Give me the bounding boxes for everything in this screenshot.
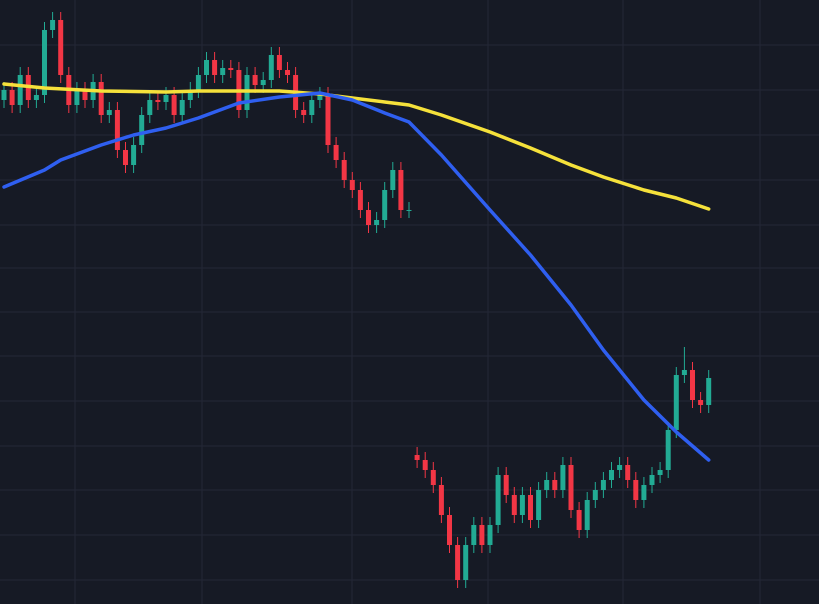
candle-body bbox=[139, 115, 145, 145]
moving-average-line bbox=[2, 91, 711, 462]
candle-body bbox=[576, 510, 582, 530]
candle-body bbox=[649, 475, 655, 485]
plot bbox=[1, 12, 712, 588]
candle-body bbox=[455, 545, 461, 580]
candle-body bbox=[681, 370, 687, 375]
candle-body bbox=[106, 110, 112, 115]
candle-body bbox=[195, 75, 201, 90]
candle-body bbox=[641, 485, 647, 500]
candle-body bbox=[42, 30, 47, 95]
candle-body bbox=[471, 525, 477, 545]
candle-body bbox=[276, 55, 282, 70]
candle-body bbox=[228, 68, 234, 70]
candle-body bbox=[317, 95, 323, 100]
candle-body bbox=[204, 60, 209, 75]
candle-body bbox=[398, 170, 404, 210]
candle-body bbox=[220, 68, 226, 75]
candle-body bbox=[568, 465, 574, 510]
candle-body bbox=[690, 370, 695, 400]
candle-body bbox=[74, 90, 80, 105]
candle-body bbox=[625, 465, 631, 480]
moving-average-line bbox=[2, 82, 711, 211]
candle-body bbox=[341, 160, 347, 180]
candle-body bbox=[309, 100, 315, 115]
candle-body bbox=[357, 190, 363, 210]
candle-body bbox=[430, 470, 436, 485]
candle-body bbox=[447, 515, 452, 545]
candle-body bbox=[544, 480, 550, 490]
candle-body bbox=[17, 75, 23, 105]
candle-body bbox=[463, 545, 469, 580]
candle-body bbox=[503, 475, 509, 495]
candle-body bbox=[33, 95, 39, 100]
candle-body bbox=[584, 500, 590, 530]
candle-body bbox=[657, 470, 663, 475]
candle-body bbox=[528, 495, 533, 520]
candle-body bbox=[519, 495, 525, 515]
candle-body bbox=[163, 95, 169, 102]
candle-body bbox=[333, 145, 339, 160]
candle-body bbox=[600, 480, 606, 490]
candle-body bbox=[58, 20, 64, 75]
candle-body bbox=[479, 525, 485, 545]
candle-body bbox=[366, 210, 371, 225]
candle-body bbox=[114, 110, 120, 150]
candle-body bbox=[1, 90, 7, 100]
candle-body bbox=[374, 220, 380, 225]
candle-body bbox=[382, 190, 388, 220]
candle-body bbox=[187, 90, 193, 100]
candle-body bbox=[536, 490, 542, 520]
candle-body bbox=[131, 145, 137, 165]
candle-body bbox=[414, 455, 420, 460]
candle-body bbox=[50, 20, 56, 30]
candle-body bbox=[123, 150, 128, 165]
candle-body bbox=[268, 55, 274, 80]
candle-body bbox=[260, 80, 266, 85]
candle-body bbox=[301, 110, 307, 115]
candle-body bbox=[617, 465, 623, 470]
candle-body bbox=[98, 82, 104, 115]
candle-body bbox=[495, 475, 501, 525]
candle-body bbox=[673, 375, 679, 430]
candle-body bbox=[155, 100, 161, 102]
candle-body bbox=[325, 95, 331, 145]
candle-body bbox=[560, 465, 566, 490]
candle-body bbox=[665, 430, 671, 470]
candle-body bbox=[552, 480, 558, 490]
candle-body bbox=[147, 100, 153, 115]
candle-body bbox=[179, 100, 185, 115]
candle-body bbox=[9, 90, 15, 105]
candle-body bbox=[390, 170, 396, 190]
candle-body bbox=[171, 95, 177, 115]
candle-body bbox=[252, 75, 258, 85]
candle-body bbox=[438, 485, 444, 515]
candle-body bbox=[285, 70, 290, 75]
candle-body bbox=[487, 525, 493, 545]
candle-body bbox=[511, 495, 517, 515]
candle-body bbox=[609, 470, 614, 480]
candle-body bbox=[82, 90, 88, 100]
candle-body bbox=[422, 460, 428, 470]
candle-body bbox=[349, 180, 355, 190]
candle-body bbox=[406, 210, 412, 211]
candle-body bbox=[706, 378, 712, 405]
candle-body bbox=[212, 60, 218, 75]
candle-body bbox=[633, 480, 639, 500]
candle-body bbox=[698, 400, 704, 405]
candle-body bbox=[592, 490, 598, 500]
